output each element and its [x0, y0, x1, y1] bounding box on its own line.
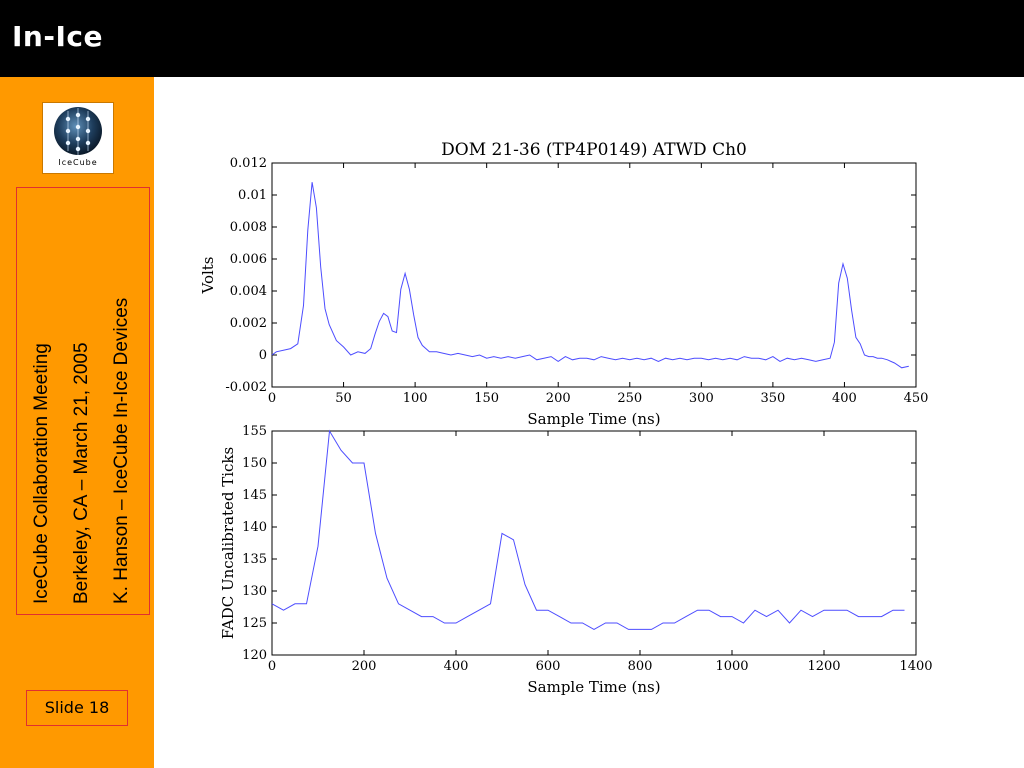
fadc-series-line: [271, 429, 905, 630]
atwd-plot-frame: [271, 162, 917, 388]
atwd-ytick-label: -0.002: [225, 380, 267, 395]
atwd-xtick-label: 100: [403, 391, 428, 406]
atwd-ytick-label: 0.012: [230, 156, 267, 171]
atwd-xtick-label: 50: [335, 391, 352, 406]
atwd-series-line: [271, 182, 909, 369]
fadc-ytick-label: 155: [242, 424, 267, 439]
sidebar: [0, 77, 154, 768]
slide-title: In-Ice: [12, 20, 103, 53]
meeting-info-box: IceCube Collaboration Meeting Berkeley, …: [16, 187, 150, 615]
atwd-x-axis-label: Sample Time (ns): [527, 410, 660, 428]
fadc-xtick-label: 400: [444, 659, 469, 674]
atwd-ytick-label: 0.004: [230, 284, 267, 299]
atwd-xtick-label: 150: [474, 391, 499, 406]
atwd-y-axis-label: Volts: [199, 256, 217, 294]
atwd-xtick-label: 250: [617, 391, 642, 406]
fadc-ytick-label: 125: [242, 616, 267, 631]
logo-wordmark: IceCube: [58, 158, 98, 167]
fadc-y-axis-label: FADC Uncalibrated Ticks: [219, 447, 237, 639]
atwd-ytick-label: 0.002: [230, 316, 267, 331]
atwd-xtick-label: 0: [268, 391, 276, 406]
atwd-xtick-label: 350: [760, 391, 785, 406]
header-bar: In-Ice: [0, 0, 1024, 77]
atwd-xtick-label: 400: [832, 391, 857, 406]
atwd-xtick-label: 450: [904, 391, 929, 406]
atwd-ytick-label: 0.008: [230, 220, 267, 235]
fadc-xtick-label: 800: [628, 659, 653, 674]
atwd-chart-title: DOM 21-36 (TP4P0149) ATWD Ch0: [441, 140, 747, 160]
fadc-ytick-label: 130: [242, 584, 267, 599]
slide-number: Slide 18: [26, 690, 128, 726]
fadc-xtick-label: 0: [268, 659, 276, 674]
fadc-plot-frame: [271, 430, 917, 656]
fadc-xtick-label: 1400: [899, 659, 932, 674]
fadc-x-axis-label: Sample Time (ns): [527, 678, 660, 696]
fadc-xtick-label: 1000: [715, 659, 748, 674]
atwd-xtick-label: 300: [689, 391, 714, 406]
fadc-xtick-label: 200: [352, 659, 377, 674]
atwd-ytick-label: 0.006: [230, 252, 267, 267]
fadc-xtick-label: 1200: [807, 659, 840, 674]
fadc-ytick-label: 135: [242, 552, 267, 567]
atwd-xtick-label: 200: [546, 391, 571, 406]
fadc-ytick-label: 120: [242, 648, 267, 663]
fadc-ytick-label: 150: [242, 456, 267, 471]
fadc-ytick-label: 145: [242, 488, 267, 503]
fadc-xtick-label: 600: [536, 659, 561, 674]
atwd-ytick-label: 0.01: [238, 188, 267, 203]
icecube-globe-icon: [54, 107, 102, 155]
fadc-ytick-label: 140: [242, 520, 267, 535]
icecube-logo: IceCube: [42, 102, 114, 174]
atwd-ytick-label: 0: [259, 348, 267, 363]
